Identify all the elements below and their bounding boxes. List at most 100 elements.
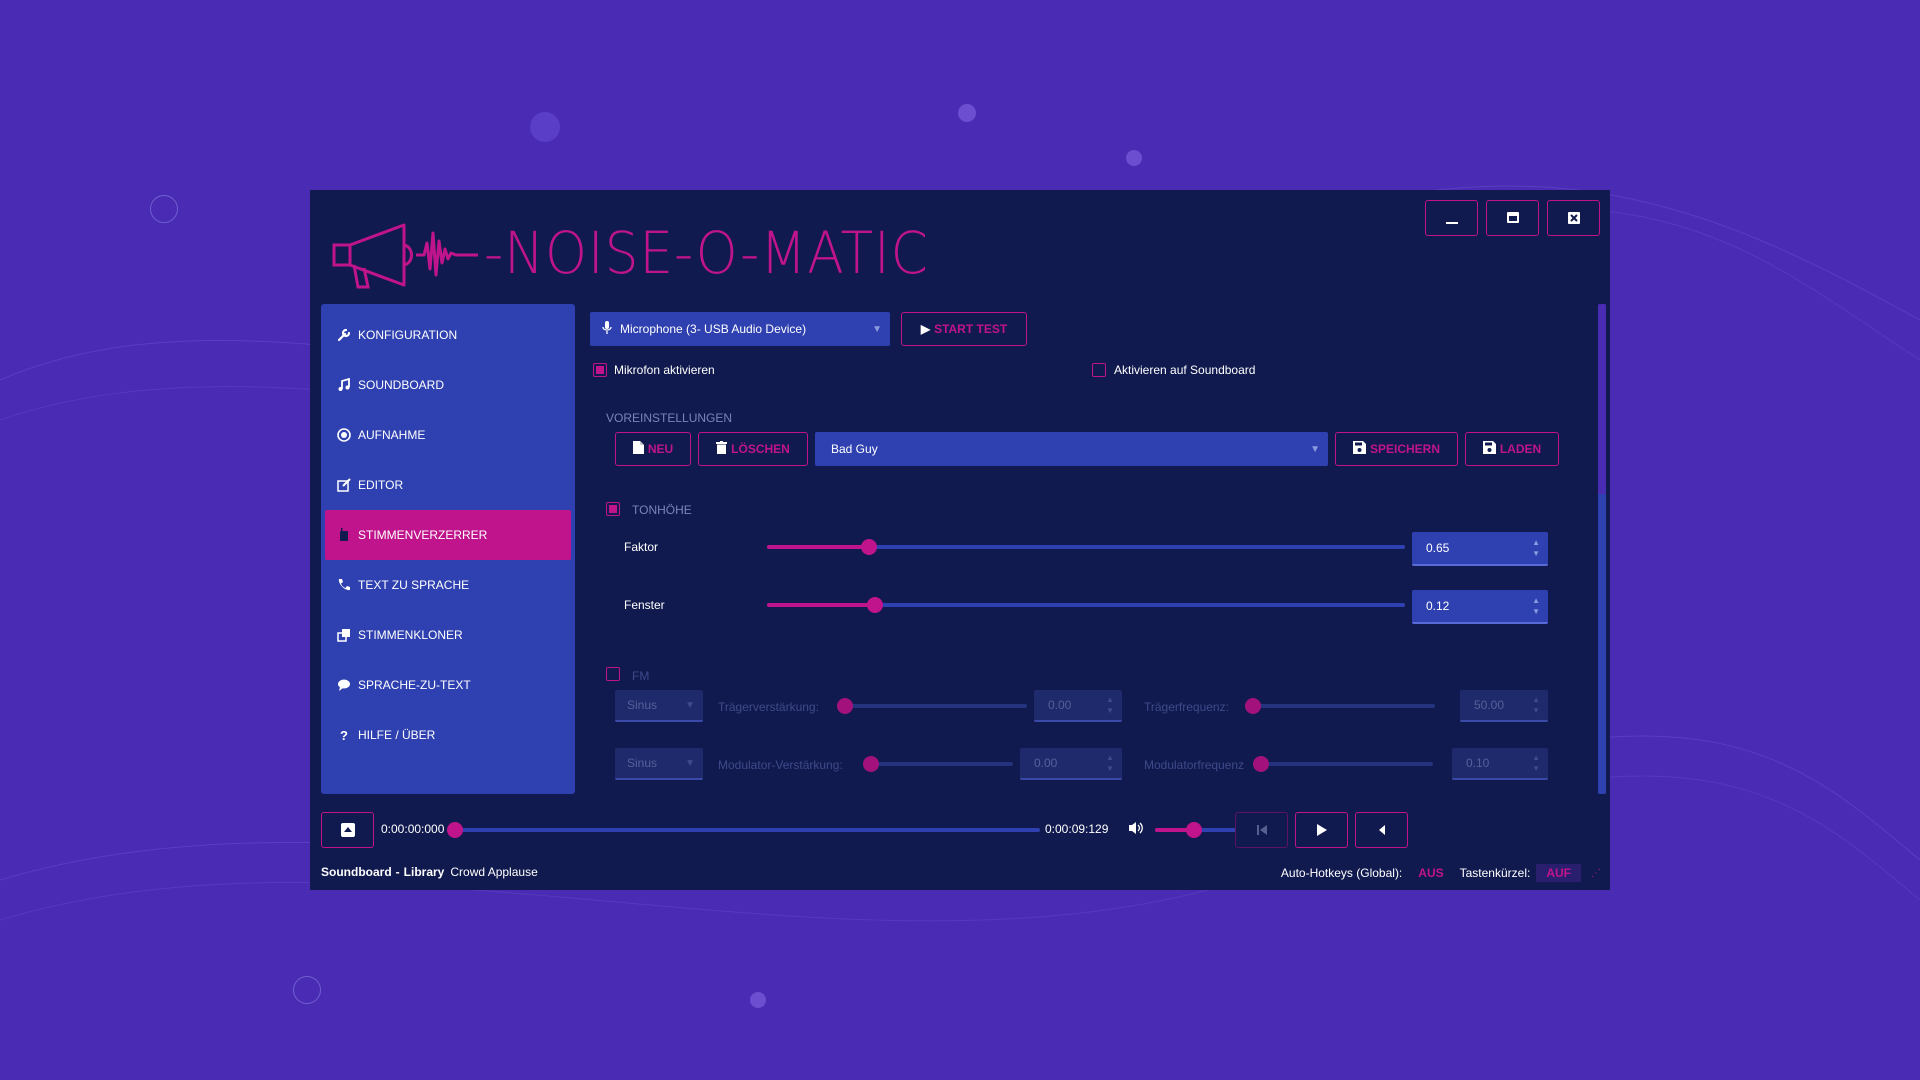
edit-icon	[336, 477, 352, 493]
carrier-gain-spinbox[interactable]: 0.00 ▲ ▼	[1034, 690, 1122, 722]
fm-carrier-wave-value: Sinus	[627, 698, 658, 712]
minimize-button[interactable]	[1425, 200, 1478, 236]
fm-modulator-wave-select[interactable]: Sinus ▼	[615, 748, 703, 780]
load-preset-button[interactable]: LADEN	[1465, 432, 1559, 466]
mic-enable-label: Mikrofon aktivieren	[614, 363, 715, 377]
delete-preset-button[interactable]: LÖSCHEN	[698, 432, 808, 466]
factor-slider[interactable]	[767, 539, 1405, 555]
carrier-freq-slider[interactable]	[1245, 698, 1435, 714]
sidebar-item-stimmenverzerrer[interactable]: STIMMENVERZERRER	[325, 510, 571, 560]
hotkeys-label: Auto-Hotkeys (Global):	[1280, 866, 1403, 880]
modulator-freq-spinbox[interactable]: 0.10 ▲ ▼	[1452, 748, 1548, 780]
hotkey-status: Auto-Hotkeys (Global): AUS Tastenkürzel:…	[1281, 864, 1601, 882]
sidebar-item-label: AUFNAHME	[358, 428, 426, 442]
voice-changer-panel: Microphone (3- USB Audio Device) ▼ ▶ STA…	[590, 304, 1590, 794]
slider-thumb[interactable]	[867, 597, 884, 613]
app-title: -NOISE-O-MATIC	[484, 219, 929, 287]
scrollbar-thumb[interactable]	[1598, 304, 1606, 494]
player-bar: 0:00:00:000 0:00:09:129	[321, 810, 1601, 850]
sidebar-item-label: STIMMENKLONER	[358, 628, 463, 642]
sidebar-item-label: TEXT ZU SPRACHE	[358, 578, 470, 592]
mic-enable-checkbox[interactable]	[593, 363, 607, 377]
sidebar-item-editor[interactable]: EDITOR	[325, 460, 571, 510]
spin-arrows-icon[interactable]: ▲ ▼	[1532, 538, 1540, 558]
presets-heading: VOREINSTELLUNGEN	[606, 411, 733, 425]
start-test-button[interactable]: ▶ START TEST	[901, 312, 1027, 346]
save-icon	[1352, 441, 1366, 457]
walkie-talkie-icon	[336, 527, 352, 543]
bubble-decoration	[750, 992, 766, 1008]
skip-back-button[interactable]	[1235, 812, 1288, 848]
shortcuts-toggle[interactable]: AUF	[1536, 864, 1581, 882]
app-window: -NOISE-O-MATIC KONFIGURATION SOUNDBOARD	[310, 190, 1610, 890]
pitch-checkbox[interactable]	[606, 502, 620, 516]
new-preset-button[interactable]: NEU	[615, 432, 691, 466]
close-button[interactable]	[1547, 200, 1600, 236]
hotkeys-toggle[interactable]: AUS	[1418, 866, 1444, 880]
sidebar-item-sprache-zu-text[interactable]: SPRACHE-ZU-TEXT	[325, 660, 571, 710]
preset-select[interactable]: Bad Guy ▼	[815, 432, 1328, 466]
bubble-decoration	[150, 195, 178, 223]
sidebar-item-label: SPRACHE-ZU-TEXT	[358, 678, 471, 692]
sidebar-item-stimmenkloner[interactable]: STIMMENKLONER	[325, 610, 571, 660]
collapse-button[interactable]	[1355, 812, 1408, 848]
modulator-freq-label: Modulatorfrequenz	[1144, 758, 1245, 772]
slider-thumb[interactable]	[863, 756, 879, 772]
factor-label: Faktor	[624, 540, 659, 554]
eject-button[interactable]	[321, 812, 374, 848]
carrier-gain-slider[interactable]	[837, 698, 1027, 714]
spin-arrows-icon[interactable]: ▲ ▼	[1106, 695, 1114, 715]
content-scrollbar[interactable]	[1598, 304, 1606, 794]
maximize-button[interactable]	[1486, 200, 1539, 236]
slider-thumb[interactable]	[1185, 822, 1202, 838]
fm-checkbox[interactable]	[606, 667, 620, 681]
volume-slider[interactable]	[1155, 822, 1241, 838]
spin-arrows-icon[interactable]: ▲ ▼	[1532, 596, 1540, 616]
status-track: Crowd Applause	[450, 865, 538, 879]
slider-thumb[interactable]	[861, 539, 878, 555]
volume-icon[interactable]	[1129, 821, 1145, 840]
sidebar-item-konfiguration[interactable]: KONFIGURATION	[325, 310, 571, 360]
carrier-freq-spinbox[interactable]: 50.00 ▲ ▼	[1460, 690, 1548, 722]
sidebar-item-aufnahme[interactable]: AUFNAHME	[325, 410, 571, 460]
sidebar-item-label: SOUNDBOARD	[358, 378, 445, 392]
slider-thumb[interactable]	[1245, 698, 1261, 714]
resize-grip-icon[interactable]: ⋰	[1591, 867, 1601, 879]
sidebar-item-hilfe[interactable]: ? HILFE / ÜBER	[325, 710, 571, 760]
slider-thumb[interactable]	[837, 698, 853, 714]
modulator-gain-spinbox[interactable]: 0.00 ▲ ▼	[1020, 748, 1122, 780]
clone-icon	[336, 627, 352, 643]
modulator-gain-slider[interactable]	[863, 756, 1013, 772]
slider-thumb[interactable]	[1253, 756, 1269, 772]
phone-icon	[336, 577, 352, 593]
input-device-value: Microphone (3- USB Audio Device)	[620, 322, 807, 336]
fm-carrier-wave-select[interactable]: Sinus ▼	[615, 690, 703, 722]
slider-fill	[767, 545, 870, 549]
modulator-freq-slider[interactable]	[1253, 756, 1433, 772]
slider-thumb[interactable]	[447, 822, 463, 838]
sidebar-item-soundboard[interactable]: SOUNDBOARD	[325, 360, 571, 410]
save-preset-button[interactable]: SPEICHERN	[1335, 432, 1458, 466]
spin-arrows-icon[interactable]: ▲ ▼	[1106, 753, 1114, 773]
sidebar-item-label: HILFE / ÜBER	[358, 728, 436, 742]
sidebar: KONFIGURATION SOUNDBOARD AUFNAHME EDITOR…	[321, 304, 575, 794]
time-current: 0:00:00:000	[381, 822, 445, 836]
spin-arrows-icon[interactable]: ▲ ▼	[1532, 695, 1540, 715]
status-separator: -	[395, 865, 400, 879]
fm-heading: FM	[632, 669, 650, 683]
chevron-left-icon	[1378, 825, 1385, 835]
spin-arrows-icon[interactable]: ▲ ▼	[1532, 753, 1540, 773]
question-icon: ?	[340, 727, 348, 743]
sidebar-item-text-zu-sprache[interactable]: TEXT ZU SPRACHE	[325, 560, 571, 610]
soundboard-enable-checkbox[interactable]	[1092, 363, 1106, 377]
microphone-icon	[602, 320, 612, 338]
bubble-decoration	[1126, 150, 1142, 166]
input-device-select[interactable]: Microphone (3- USB Audio Device) ▼	[590, 312, 890, 346]
window-slider[interactable]	[767, 597, 1405, 613]
play-button[interactable]	[1295, 812, 1348, 848]
speech-bubble-icon	[336, 677, 352, 693]
progress-slider[interactable]	[447, 822, 1040, 838]
window-spinbox[interactable]: 0.12 ▲ ▼	[1412, 590, 1548, 624]
factor-spinbox[interactable]: 0.65 ▲ ▼	[1412, 532, 1548, 566]
bubble-decoration	[293, 976, 321, 1004]
